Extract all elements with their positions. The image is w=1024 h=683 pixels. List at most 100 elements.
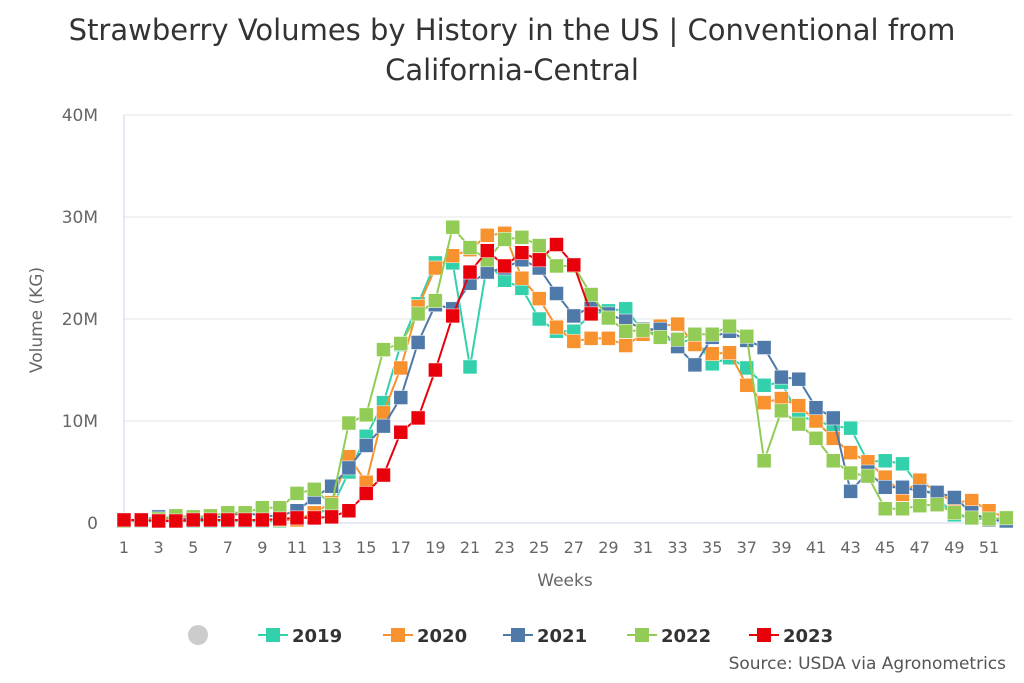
data-point-2021: [791, 371, 806, 387]
data-point-2020: [428, 260, 443, 276]
data-point-2020: [514, 270, 530, 286]
data-point-2022: [462, 240, 478, 255]
legend-marker-2022[interactable]: [635, 628, 649, 642]
data-point-2021: [341, 460, 357, 476]
data-point-2020: [739, 378, 755, 393]
series-line-2023: [124, 243, 593, 522]
data-point-2023: [255, 512, 270, 528]
legend-item-2020[interactable]: 2020: [417, 626, 467, 647]
data-point-2020: [566, 334, 582, 349]
legend-item-2022[interactable]: 2022: [661, 626, 711, 647]
x-tick-label: 33: [667, 538, 687, 557]
data-point-2020: [618, 338, 633, 353]
data-point-2023: [272, 511, 287, 527]
data-point-2022: [601, 310, 616, 326]
data-point-2022: [877, 501, 893, 516]
data-point-2020: [756, 395, 772, 410]
x-tick-label: 11: [287, 538, 307, 557]
data-point-2023: [514, 245, 530, 260]
data-point-2022: [791, 416, 806, 432]
data-point-2023: [220, 512, 236, 528]
data-point-2023: [549, 237, 564, 252]
data-point-2019: [756, 378, 772, 393]
data-point-2020: [670, 316, 685, 332]
data-point-2022: [860, 468, 876, 484]
legend-item-2021[interactable]: 2021: [537, 626, 587, 647]
data-point-2022: [687, 327, 703, 342]
legend-marker-2023[interactable]: [757, 628, 771, 642]
x-tick-label: 45: [875, 538, 895, 557]
legend-marker-2019[interactable]: [266, 628, 280, 642]
data-point-2022: [635, 322, 651, 338]
x-tick-label: 39: [771, 538, 791, 557]
y-tick-label: 30M: [62, 208, 98, 228]
x-tick-label: 41: [806, 538, 826, 557]
x-tick-label: 21: [460, 538, 480, 557]
data-point-2022: [739, 329, 755, 344]
data-point-2023: [116, 512, 132, 528]
data-point-2022: [895, 501, 910, 516]
data-point-2023: [497, 258, 512, 274]
data-point-2023: [393, 424, 409, 440]
legend-item-2019[interactable]: 2019: [292, 626, 342, 647]
data-point-2021: [843, 484, 858, 499]
x-tick-label: 25: [529, 538, 549, 557]
data-point-2020: [964, 493, 979, 508]
data-point-2020: [531, 291, 547, 306]
data-point-2022: [670, 332, 685, 347]
data-point-2023: [566, 257, 582, 273]
data-point-2023: [203, 512, 218, 528]
series-line-2021: [124, 258, 1007, 522]
data-point-2021: [877, 480, 893, 495]
data-point-2022: [307, 482, 322, 497]
data-point-2022: [549, 258, 564, 274]
x-tick-label: 49: [944, 538, 964, 557]
data-point-2023: [237, 512, 253, 528]
data-point-2022: [964, 510, 979, 526]
x-tick-label: 15: [356, 538, 376, 557]
legend-marker-2020[interactable]: [391, 628, 405, 642]
data-point-2022: [756, 453, 772, 469]
data-point-2022: [445, 219, 460, 235]
x-tick-label: 5: [188, 538, 198, 557]
data-point-2022: [947, 505, 962, 521]
data-point-2023: [358, 486, 374, 501]
x-tick-label: 27: [564, 538, 584, 557]
data-point-2020: [774, 391, 789, 406]
data-point-2022: [531, 238, 547, 253]
data-point-2022: [358, 407, 374, 423]
data-point-2020: [480, 228, 495, 243]
data-point-2023: [185, 512, 201, 528]
data-point-2021: [912, 484, 928, 499]
data-point-2022: [808, 431, 824, 446]
x-tick-label: 23: [494, 538, 514, 557]
data-point-2020: [549, 319, 564, 335]
data-point-2021: [549, 286, 564, 301]
data-point-2022: [843, 465, 858, 481]
data-point-2019: [462, 359, 478, 375]
data-point-2021: [687, 357, 703, 373]
data-point-2019: [531, 311, 547, 327]
y-axis-title: Volume (KG): [27, 267, 47, 373]
series-line-2022: [123, 225, 1007, 522]
data-point-2023: [410, 410, 426, 426]
data-point-2020: [808, 413, 824, 429]
data-point-2020: [722, 345, 737, 360]
legend-item-2023[interactable]: 2023: [783, 626, 833, 647]
legend-marker-2021[interactable]: [511, 628, 525, 642]
x-tick-label: 17: [391, 538, 411, 557]
data-point-2020: [601, 331, 616, 346]
data-point-2022: [912, 498, 928, 513]
data-point-2019: [618, 301, 633, 317]
data-point-2020: [393, 360, 409, 376]
data-point-2022: [289, 486, 305, 501]
legend-navigation-button[interactable]: [188, 625, 208, 645]
data-point-2023: [445, 308, 460, 324]
data-point-2019: [895, 456, 910, 472]
data-point-2023: [583, 306, 599, 322]
data-point-2022: [497, 232, 512, 247]
series-line-2019: [124, 260, 1007, 522]
data-point-2023: [428, 362, 443, 378]
data-point-2022: [514, 230, 530, 245]
data-point-2021: [947, 490, 962, 505]
